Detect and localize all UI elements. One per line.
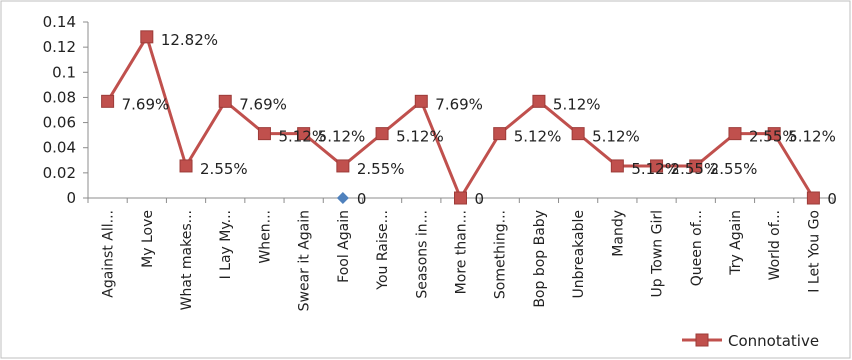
data-label: 5.12% [278, 128, 326, 146]
legend-marker [695, 333, 709, 347]
data-point-marker [257, 127, 271, 141]
legend-label: Connotative [728, 332, 819, 350]
data-point-marker [689, 159, 703, 173]
data-point-marker [610, 159, 624, 173]
x-tick-label: What makes... [179, 210, 195, 310]
x-tick-label: Mandy [610, 210, 626, 257]
x-tick-label: Bop bop Baby [532, 210, 548, 308]
data-label: 7.69% [239, 95, 287, 113]
data-point-marker [650, 159, 664, 173]
data-label: 5.12% [788, 128, 836, 146]
x-tick-label: World of... [767, 210, 783, 280]
data-point-marker [767, 127, 781, 141]
x-tick-label: I Let You Go [806, 210, 822, 293]
data-label: 5.12% [631, 160, 679, 178]
data-label: 5.12% [553, 95, 601, 113]
x-tick-label: Unbreakable [571, 210, 587, 298]
data-labels: 7.69%12.82%2.55%7.69%5.12%5.12%2.55%5.12… [122, 31, 837, 208]
y-tick-label: 0.08 [43, 88, 76, 106]
data-point-marker [336, 159, 350, 173]
x-tick-label: Try Again [728, 210, 744, 276]
data-label: 5.12% [592, 128, 640, 146]
y-tick-label: 0.12 [43, 38, 76, 56]
data-point-marker [728, 127, 742, 141]
y-tick-label: 0.02 [43, 164, 76, 182]
data-point-marker [101, 94, 115, 108]
x-tick-label: Queen of... [689, 210, 705, 286]
x-tick-label: Seasons in... [414, 210, 430, 299]
data-label: 5.12% [514, 128, 562, 146]
x-tick-label: Up Town Girl [650, 210, 666, 297]
data-point-marker [179, 159, 193, 173]
data-label: 0 [827, 190, 837, 208]
x-tick-label: Swear it Again [297, 210, 313, 311]
data-label: 2.55% [710, 160, 758, 178]
x-tick-label: When... [257, 210, 273, 264]
y-tick-label: 0.1 [52, 63, 76, 81]
data-label: 5.12% [396, 128, 444, 146]
data-label: 12.82% [161, 31, 218, 49]
data-point-marker [493, 127, 507, 141]
extra-data-label: 0 [357, 190, 367, 208]
y-tick-label: 0.14 [43, 13, 76, 31]
x-axis: Against All... My Love What makes... I Lay … [87, 197, 834, 311]
data-label: 2.55% [357, 160, 405, 178]
data-point-marker [375, 127, 389, 141]
x-tick-label: I Lay My... [218, 210, 234, 279]
x-tick-label: My Love [140, 210, 156, 268]
x-tick-label: Against All... [101, 210, 117, 298]
data-label: 5.12% [318, 128, 366, 146]
data-label: 7.69% [122, 95, 170, 113]
y-tick-label: 0.04 [43, 139, 76, 157]
legend: Connotative [682, 332, 819, 350]
x-tick-label: More than... [454, 210, 470, 294]
data-point-marker [532, 94, 546, 108]
data-point-marker [454, 191, 467, 205]
data-point-marker [140, 30, 154, 44]
x-tick-label: You Raise... [375, 210, 391, 291]
data-point-marker [806, 191, 820, 205]
y-tick-label: 0.06 [43, 114, 76, 132]
data-point-marker [297, 127, 311, 141]
data-label: 2.55% [200, 160, 248, 178]
data-label: 7.69% [435, 95, 483, 113]
data-label: 0 [475, 190, 485, 208]
x-tick-label: Something... [493, 210, 509, 299]
y-tick-label: 0 [66, 189, 76, 207]
data-label: 2.55% [671, 160, 719, 178]
data-point-marker [218, 94, 232, 108]
data-label: 2.55% [749, 128, 797, 146]
x-tick-label: Fool Again [336, 210, 352, 283]
series-layer [101, 30, 820, 205]
extra-data-point-marker [336, 192, 349, 204]
data-point-marker [414, 94, 428, 108]
y-axis: 0 0.02 0.04 0.06 0.08 0.1 0.12 0.14 [43, 13, 89, 207]
data-point-marker [571, 127, 585, 141]
